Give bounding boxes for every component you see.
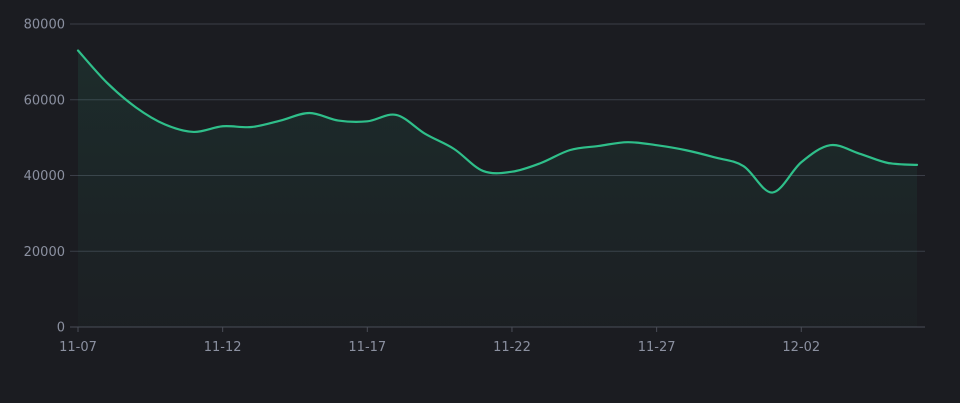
data-point-11-18 [393,112,399,118]
data-point-11-30 [740,163,746,169]
y-tick-label: 60000 [24,93,65,108]
data-point-11-12 [220,123,226,129]
data-point-12-01 [769,190,775,196]
data-point-11-08 [104,80,110,86]
y-tick-label: 0 [57,321,65,336]
data-point-12-02 [798,159,804,165]
data-point-12-04 [856,151,862,157]
series-line [76,49,919,194]
data-point-11-14 [278,118,284,124]
data-point-11-09 [133,104,139,110]
data-point-11-26 [625,139,631,145]
y-axis-labels: 0 20000 40000 60000 80000 [24,18,65,336]
data-point-11-16 [335,118,341,124]
data-point-11-21 [480,168,486,174]
data-point-11-29 [711,154,717,160]
x-tick-label: 11-22 [493,340,531,355]
x-tick-label: 12-02 [782,340,820,355]
data-point-11-17 [364,118,370,124]
data-point-11-24 [567,147,573,153]
x-tick-label: 11-07 [59,340,97,355]
x-tick-label: 11-17 [348,340,386,355]
data-point-11-19 [422,131,428,137]
data-point-11-20 [451,146,457,152]
x-axis-labels: 11-07 11-12 11-17 11-22 11-27 12-02 [59,327,820,355]
x-tick-label: 11-27 [638,340,676,355]
data-point-11-15 [306,110,312,116]
y-tick-label: 20000 [24,245,65,260]
data-point-12-06 [914,162,920,168]
series-area [78,50,917,327]
x-tick-label: 11-12 [204,340,242,355]
data-point-11-27 [654,142,660,148]
data-point-11-07 [75,48,81,54]
data-point-11-23 [538,160,544,166]
data-point-12-03 [827,142,833,148]
y-tick-label: 80000 [24,18,65,33]
data-point-11-25 [596,143,602,149]
data-point-11-10 [162,121,168,127]
y-tick-label: 40000 [24,169,65,184]
data-point-11-28 [683,147,689,153]
data-point-12-05 [885,160,891,166]
data-point-11-22 [509,169,515,175]
data-point-11-13 [249,124,255,130]
data-point-11-11 [191,129,197,135]
